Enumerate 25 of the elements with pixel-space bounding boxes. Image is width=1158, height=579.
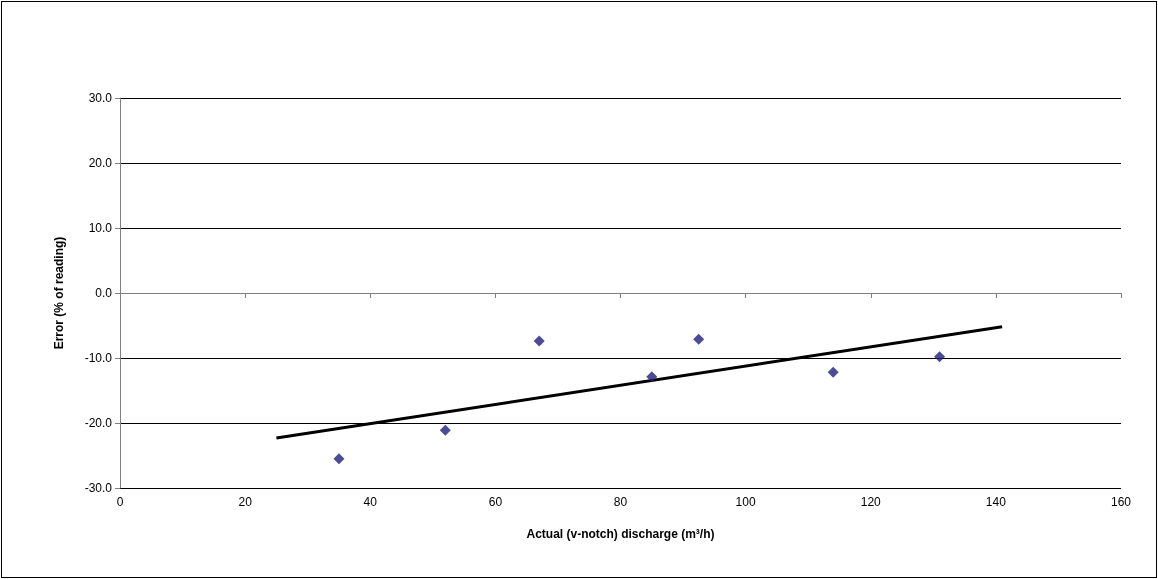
point	[827, 366, 839, 378]
x-tick-label: 160	[1110, 495, 1132, 509]
point	[934, 351, 946, 363]
y-axis-title: Error (% of reading)	[52, 236, 66, 350]
point	[333, 453, 345, 465]
x-tick-label: 80	[613, 495, 628, 509]
x-tick-label: 100	[735, 495, 756, 509]
x-tick-label: 120	[860, 495, 882, 509]
point	[533, 335, 545, 347]
y-tick-label: 10.0	[88, 221, 113, 235]
x-tick-label: 40	[363, 495, 378, 509]
x-tick-label: 0	[116, 495, 124, 509]
point	[646, 371, 658, 383]
x-tick-label: 60	[488, 495, 503, 509]
y-tick-label: 20.0	[88, 156, 113, 170]
x-tick-label: 140	[985, 495, 1007, 509]
y-tick-label: 30.0	[88, 91, 113, 105]
y-tick-label: -30.0	[84, 481, 113, 495]
x-axis-title: Actual (v-notch) discharge (m³/h)	[526, 527, 715, 541]
x-tick-label: 20	[238, 495, 253, 509]
point	[693, 333, 705, 345]
y-tick-label: 0.0	[95, 286, 113, 300]
y-tick-label: -10.0	[84, 351, 113, 365]
point	[439, 424, 451, 436]
y-tick-label: -20.0	[84, 416, 113, 430]
